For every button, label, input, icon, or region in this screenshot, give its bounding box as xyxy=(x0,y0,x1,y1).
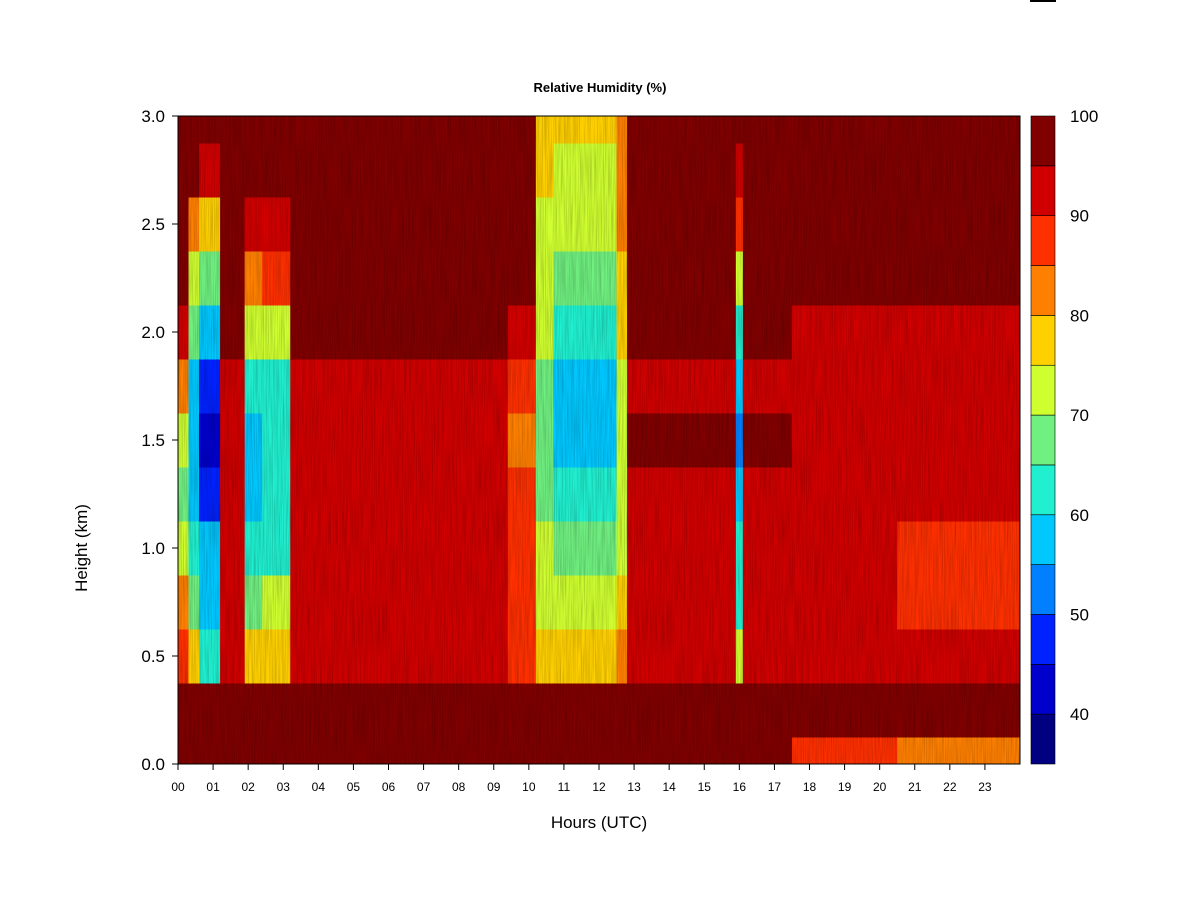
texture-overlay xyxy=(178,116,1020,764)
x-tick-label: 05 xyxy=(347,780,361,794)
x-tick-label: 21 xyxy=(908,780,922,794)
x-tick-label: 19 xyxy=(838,780,852,794)
y-tick-label: 0.5 xyxy=(141,647,165,666)
colorbar-tick-label: 60 xyxy=(1070,506,1089,525)
colorbar-tick-label: 70 xyxy=(1070,406,1089,425)
colorbar-swatch xyxy=(1030,464,1056,516)
y-tick-label: 2.5 xyxy=(141,215,165,234)
x-tick-label: 00 xyxy=(171,780,185,794)
colorbar-tick-label: 80 xyxy=(1070,306,1089,325)
corner-mark xyxy=(1030,0,1056,2)
colorbar-swatch xyxy=(1030,315,1056,366)
colorbar-tick-label: 90 xyxy=(1070,207,1089,226)
x-tick-label: 10 xyxy=(522,780,536,794)
colorbar-swatch xyxy=(1030,514,1056,565)
x-tick-label: 20 xyxy=(873,780,887,794)
colorbar-swatch xyxy=(1030,215,1056,266)
x-tick-label: 14 xyxy=(662,780,676,794)
x-tick-label: 16 xyxy=(733,780,747,794)
x-tick-label: 03 xyxy=(277,780,291,794)
colorbar-swatch xyxy=(1030,265,1056,316)
x-tick-label: 12 xyxy=(592,780,606,794)
x-tick-label: 09 xyxy=(487,780,501,794)
y-tick-label: 1.0 xyxy=(141,539,165,558)
y-tick-label: 3.0 xyxy=(141,107,165,126)
colorbar-tick-label: 100 xyxy=(1070,107,1098,126)
colorbar-tick-label: 50 xyxy=(1070,605,1089,624)
x-axis-label: Hours (UTC) xyxy=(550,813,648,832)
x-tick-label: 17 xyxy=(768,780,782,794)
colorbar-swatch xyxy=(1030,664,1056,715)
x-tick-label: 13 xyxy=(627,780,641,794)
colorbar-tick-label: 40 xyxy=(1070,705,1089,724)
x-tick-label: 07 xyxy=(417,780,431,794)
x-tick-label: 23 xyxy=(978,780,992,794)
x-tick-label: 22 xyxy=(943,780,957,794)
colorbar-swatch xyxy=(1030,165,1056,216)
colorbar-swatch xyxy=(1030,364,1056,416)
chart-title: Relative Humidity (%) xyxy=(533,80,667,95)
colorbar-swatch xyxy=(1030,414,1056,466)
x-tick-label: 11 xyxy=(558,780,571,794)
x-tick-label: 15 xyxy=(698,780,712,794)
colorbar-swatch xyxy=(1030,614,1056,665)
colorbar-swatch xyxy=(1030,564,1056,615)
axes: 00 01 02 03 04 05 06 07 08 09 10 11 12 13 14 15 16 17 18 19… xyxy=(141,107,1021,794)
y-tick-label: 2.0 xyxy=(141,323,165,342)
x-tick-label: 18 xyxy=(803,780,817,794)
x-tick-label: 08 xyxy=(452,780,466,794)
colorbar: 40 50 60 70 80 90 100 xyxy=(1030,107,1098,765)
colorbar-swatch xyxy=(1030,713,1056,765)
x-tick-label: 02 xyxy=(241,780,255,794)
x-tick-label: 04 xyxy=(312,780,326,794)
colorbar-swatch xyxy=(1030,115,1056,167)
x-tick-label: 06 xyxy=(382,780,396,794)
y-tick-label: 1.5 xyxy=(141,431,165,450)
y-tick-label: 0.0 xyxy=(141,755,165,774)
x-tick-label: 01 xyxy=(206,780,220,794)
